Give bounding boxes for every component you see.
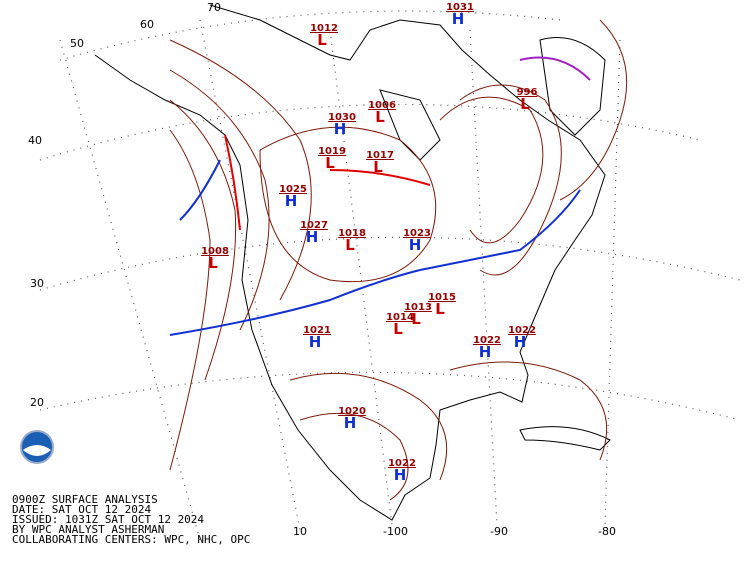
pressure-center-value: 1018 — [338, 228, 366, 239]
noaa-logo — [20, 430, 54, 464]
coastline-path — [379, 89, 441, 161]
pressure-center-symbol: H — [452, 10, 465, 28]
warm-front — [329, 169, 431, 186]
isobar — [439, 96, 544, 244]
caption-line: ISSUED: 1031Z SAT OCT 12 2024 — [12, 513, 204, 526]
coastline-path — [539, 37, 606, 136]
grid-label: 70 — [207, 1, 221, 14]
pressure-center-value: 1013 — [404, 302, 432, 313]
pressure-center-symbol: H — [344, 414, 357, 432]
grid-label: 20 — [30, 396, 44, 409]
grid-label: 30 — [30, 277, 44, 290]
pressure-center-symbol: H — [394, 466, 407, 484]
graticule-line — [604, 39, 621, 526]
pressure-center-value: 1014 — [386, 312, 414, 323]
pressure-center-symbol: L — [317, 31, 327, 49]
isobar — [289, 372, 448, 481]
pressure-center-symbol: L — [345, 236, 355, 254]
cold-front — [419, 189, 581, 271]
coastline-path — [519, 426, 611, 451]
pressure-center-value: 1006 — [368, 100, 396, 111]
occluded-front — [519, 56, 591, 81]
pressure-center-symbol: L — [375, 108, 385, 126]
pressure-center-value: 996 — [517, 87, 538, 98]
graticule-line — [59, 39, 201, 541]
grid-label: 50 — [70, 37, 84, 50]
caption-line: 0900Z SURFACE ANALYSIS — [12, 493, 158, 506]
cold-front — [179, 159, 221, 221]
pressure-center-value: 1012 — [310, 23, 338, 34]
pressure-center-value: 1022 — [508, 325, 536, 336]
grid-label: 10 — [293, 525, 307, 538]
pressure-center-symbol: L — [208, 254, 218, 272]
fronts — [169, 56, 591, 336]
isobar — [449, 361, 608, 461]
pressure-center-value: 1021 — [303, 325, 331, 336]
grid-label: -90 — [490, 525, 508, 538]
pressure-center-symbol: H — [514, 333, 527, 351]
isobar — [299, 412, 409, 501]
pressure-center-value: 1025 — [279, 184, 307, 195]
graticule — [39, 10, 741, 541]
isobar — [169, 39, 312, 301]
pressure-center-symbol: L — [411, 310, 421, 328]
logo-wave — [23, 445, 51, 456]
pressure-center-symbol: H — [479, 343, 492, 361]
coastline-path — [94, 4, 606, 521]
caption-line: DATE: SAT OCT 12 2024 — [12, 503, 151, 516]
pressure-center-symbol: H — [306, 228, 319, 246]
pressure-center-value: 1019 — [318, 146, 346, 157]
grid-label: 60 — [140, 18, 154, 31]
pressure-center-value: 1023 — [403, 228, 431, 239]
pressure-center-symbol: L — [393, 320, 403, 338]
grid-label: -80 — [598, 525, 616, 538]
pressure-center-symbol: L — [435, 300, 445, 318]
isobar — [259, 126, 437, 283]
caption-line: BY WPC ANALYST ASHERMAN — [12, 523, 164, 536]
pressure-center-symbol: L — [520, 95, 530, 113]
graticule-line — [199, 19, 301, 531]
cold-front — [169, 269, 421, 336]
graticule-line — [469, 29, 498, 526]
isobar — [559, 19, 628, 201]
isobars — [169, 19, 628, 501]
graticule-line — [59, 10, 561, 61]
pressure-center-value: 1008 — [201, 246, 229, 257]
pressure-center-value: 1027 — [300, 220, 328, 231]
isobar — [169, 129, 211, 471]
grid-label: -100 — [383, 525, 408, 538]
pressure-center-value: 1017 — [366, 150, 394, 161]
pressure-center-value: 1031 — [446, 2, 474, 13]
pressure-center-value: 1022 — [388, 458, 416, 469]
pressure-center-value: 1020 — [338, 406, 366, 417]
caption-line: COLLABORATING CENTERS: WPC, NHC, OPC — [12, 533, 250, 546]
grid-label: 40 — [28, 134, 42, 147]
pressure-center-symbol: H — [285, 192, 298, 210]
coastline — [94, 4, 611, 521]
graticule-line — [39, 236, 741, 291]
pressure-center-symbol: H — [334, 120, 347, 138]
pressure-center-value: 1022 — [473, 335, 501, 346]
pressure-center-symbol: L — [325, 154, 335, 172]
graticule-line — [39, 371, 741, 421]
isobar — [459, 84, 562, 276]
pressure-center-value: 1030 — [328, 112, 356, 123]
warm-front — [224, 134, 241, 231]
pressure-center-value: 1015 — [428, 292, 456, 303]
pressure-center-symbol: H — [409, 236, 422, 254]
pressure-center-symbol: H — [309, 333, 322, 351]
isobar — [169, 69, 270, 331]
pressure-center-symbol: L — [373, 158, 383, 176]
